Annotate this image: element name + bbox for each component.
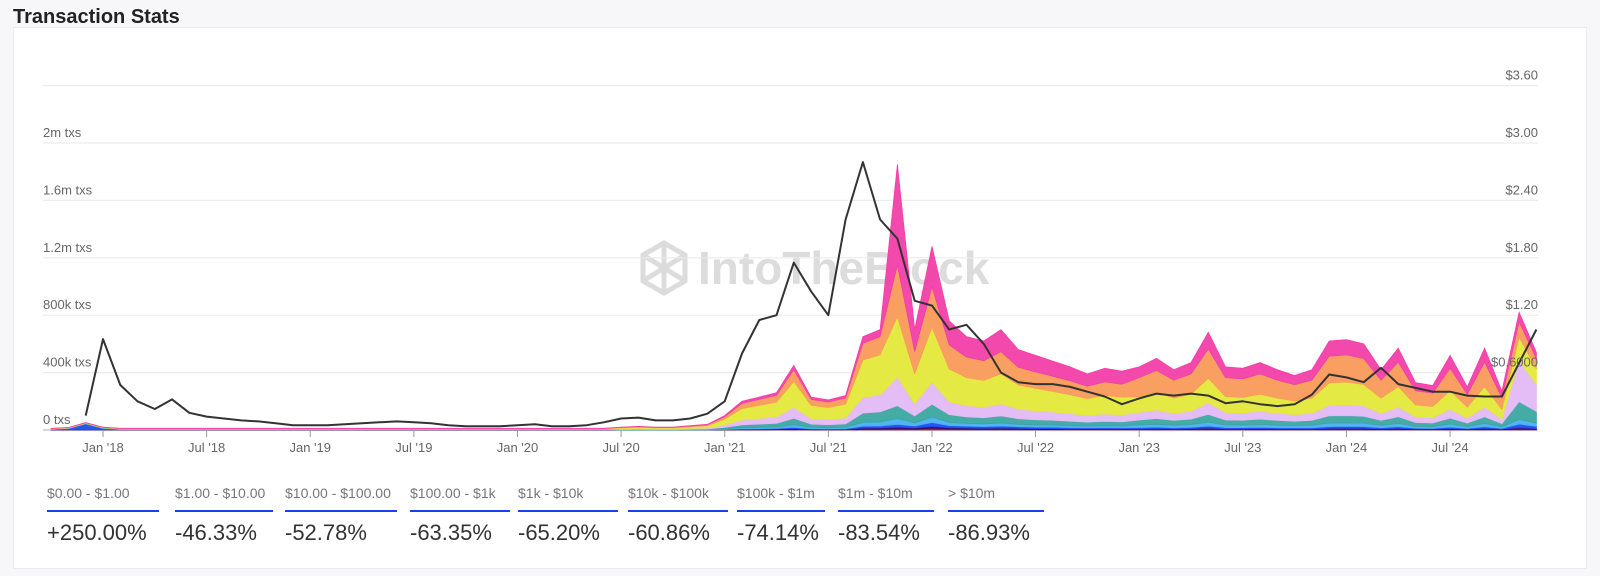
stat-label: $1k - $10k [518,485,584,501]
stat-underline [838,510,934,512]
stat-item[interactable]: $1m - $10m -83.54% [838,485,934,546]
stat-value: -63.35% [410,520,492,545]
x-tick-label: Jul '20 [603,440,640,455]
y-left-tick-label: 400k txs [43,355,92,370]
stat-item[interactable]: $10.00 - $100.00 -52.78% [285,485,397,546]
stat-value: -74.14% [737,520,819,545]
stat-label: $1m - $10m [838,485,913,501]
y-right-tick-label: $1.20 [1505,297,1538,312]
stat-label: $100.00 - $1k [410,485,496,501]
stat-label: > $10m [948,485,996,501]
area-series-0 [50,164,1537,429]
page-title: Transaction Stats [13,6,180,28]
stat-underline [285,510,397,512]
y-right-tick-label: $0.6000 [1491,355,1538,370]
y-left-tick-label: 0 txs [43,412,71,427]
y-right-tick-label: $2.40 [1505,182,1538,197]
stat-item[interactable]: > $10m -86.93% [948,485,1044,546]
stat-item[interactable]: $1k - $10k -65.20% [518,485,618,546]
x-tick-label: Jul '19 [395,440,432,455]
intotheblock-logo-icon [640,240,688,296]
stat-value: +250.00% [47,520,147,545]
y-left-tick-label: 1.2m txs [43,240,93,255]
x-tick-label: Jan '20 [497,440,539,455]
stat-item[interactable]: $0.00 - $1.00 +250.00% [47,485,159,546]
y-left-tick-label: 2m txs [43,125,82,140]
stat-underline [628,510,728,512]
stat-underline [948,510,1044,512]
stat-underline [47,510,159,512]
stat-underline [737,510,825,512]
stat-value: -65.20% [518,520,600,545]
x-tick-label: Jan '21 [704,440,746,455]
stacked-areas [50,164,1537,431]
stat-underline [410,510,510,512]
x-tick-label: Jan '24 [1326,440,1368,455]
x-tick-label: Jan '18 [82,440,124,455]
stat-item[interactable]: $100k - $1m -74.14% [737,485,825,546]
axis-labels: 0 txs 400k txs 800k txs 1.2m txs 1.6m txs 2m … [43,68,1538,455]
x-tick-label: Jul '24 [1431,440,1468,455]
x-tick-label: Jul '18 [188,440,225,455]
transaction-stats-chart: 0 txs 400k txs 800k txs 1.2m txs 1.6m txs 2m … [43,68,1538,455]
stat-item[interactable]: $1.00 - $10.00 -46.33% [175,485,273,546]
stat-underline [175,510,273,512]
chart-card [13,27,1587,569]
y-right-tick-label: $1.80 [1505,240,1538,255]
stat-item[interactable]: $100.00 - $1k -63.35% [410,485,510,546]
x-tick-label: Jan '19 [289,440,331,455]
x-tick-label: Jan '22 [911,440,953,455]
stat-underline [518,510,618,512]
y-left-tick-label: 800k txs [43,297,92,312]
stat-value: -60.86% [628,520,710,545]
stat-label: $0.00 - $1.00 [47,485,130,501]
stat-value: -83.54% [838,520,920,545]
x-tick-label: Jan '23 [1118,440,1160,455]
stat-label: $10k - $100k [628,485,709,501]
x-tick-label: Jul '23 [1224,440,1261,455]
x-tick-label: Jul '21 [810,440,847,455]
y-right-tick-label: $3.00 [1505,125,1538,140]
stat-item[interactable]: $10k - $100k -60.86% [628,485,728,546]
stat-label: $10.00 - $100.00 [285,485,391,501]
x-tick-label: Jul '22 [1017,440,1054,455]
stat-value: -46.33% [175,520,257,545]
price-line [84,161,1538,428]
stat-value: -86.93% [948,520,1030,545]
stat-label: $100k - $1m [737,485,815,501]
stat-label: $1.00 - $10.00 [175,485,266,501]
y-left-tick-label: 1.6m txs [43,182,93,197]
y-right-tick-label: $3.60 [1505,68,1538,83]
stat-value: -52.78% [285,520,367,545]
